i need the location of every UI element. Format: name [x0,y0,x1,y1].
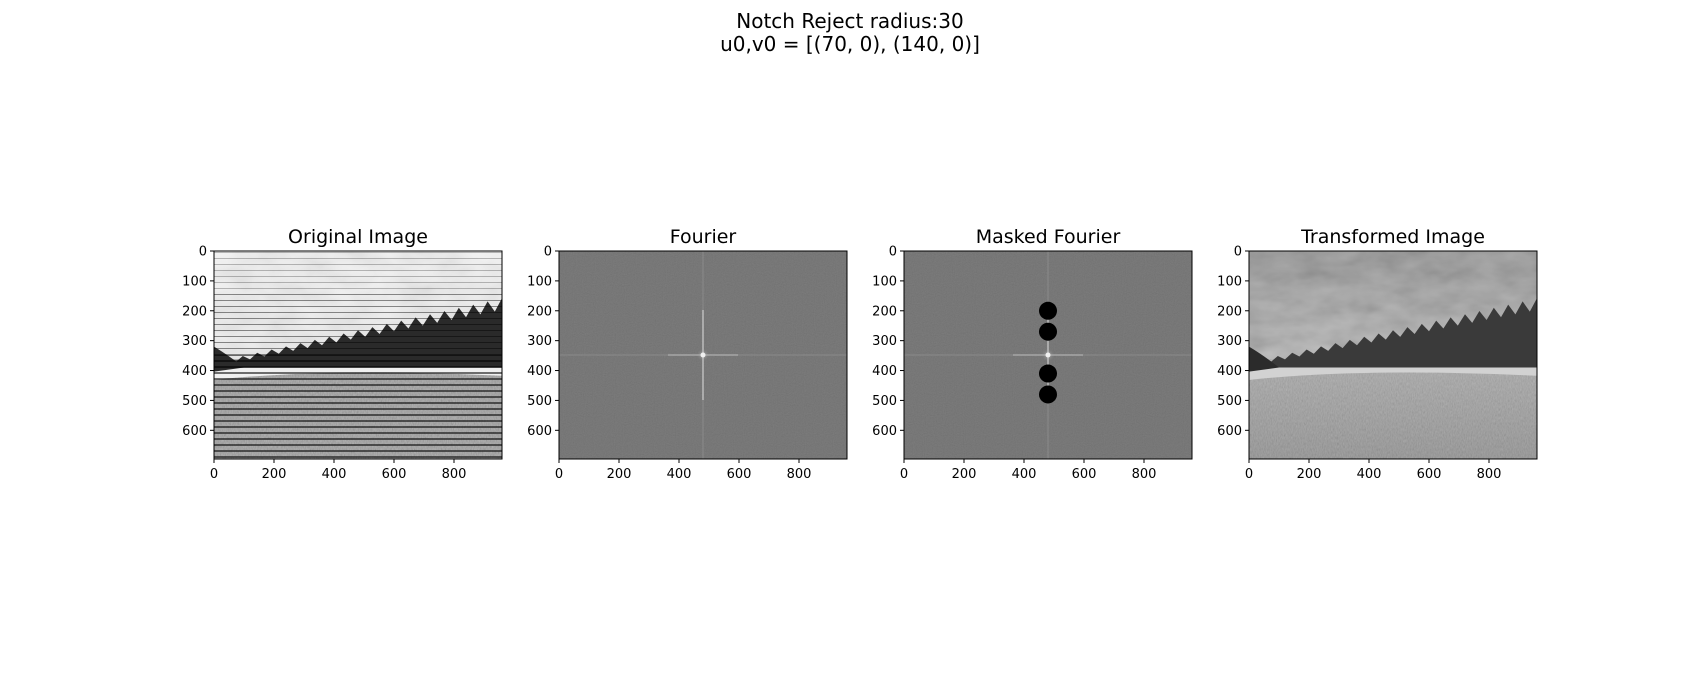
y-tick-label: 400 [182,364,207,379]
x-tick-label: 0 [1245,467,1253,482]
x-tick-label: 400 [1012,467,1037,482]
left-bushes [1249,346,1279,372]
x-tick-label: 400 [322,467,347,482]
panel-fourier: 0 200 400 600 800 0 100 200 300 400 500 600 Fourier [527,226,848,482]
y-tick-label: 300 [527,334,552,349]
x-tick-label: 200 [952,467,977,482]
masked-fourier-spectrum [904,251,1192,459]
y-tick-label: 100 [1217,274,1242,289]
x-tick-label: 200 [1297,467,1322,482]
y-tick-label: 0 [199,245,207,260]
y-tick-label: 0 [544,245,552,260]
notch-mask-circle [1039,322,1057,341]
fourier-magnitude-spectrum [559,251,847,459]
y-tick-label: 200 [527,304,552,319]
x-tick-label: 0 [900,467,908,482]
y-tick-label: 200 [182,304,207,319]
axes-frame [558,250,848,460]
notch-mask-circle [1039,301,1057,320]
panel-title: Original Image [288,226,428,248]
y-tick-label: 500 [527,394,552,409]
spectrum-dc-point [1045,352,1051,358]
x-tick-label: 600 [382,467,407,482]
y-tick-label: 400 [527,364,552,379]
notch-mask-circle [1039,364,1057,383]
x-tick-label: 400 [1357,467,1382,482]
panel-title: Masked Fourier [976,226,1121,248]
figure-suptitle: Notch Reject radius:30 u0,v0 = [(70, 0),… [0,10,1700,56]
y-tick-label: 300 [182,334,207,349]
y-tick-label: 400 [872,364,897,379]
panel-transformed-image: 0 200 400 600 800 0 100 200 300 400 500 600 Transfor… [1217,226,1538,482]
y-tick-label: 100 [182,274,207,289]
y-tick-label: 0 [889,245,897,260]
stripe-noise-field [214,355,502,459]
y-tick-label: 600 [182,424,207,439]
notch-mask-circle [1039,385,1057,404]
y-tick-label: 500 [872,394,897,409]
x-tick-label: 800 [1132,467,1157,482]
y-tick-label: 300 [872,334,897,349]
y-tick-label: 400 [1217,364,1242,379]
panel-original-image: 0 200 400 600 800 0 100 200 300 400 500 600 Original… [182,226,503,482]
panel-title: Fourier [670,226,737,248]
x-tick-label: 800 [787,467,812,482]
panel-masked-fourier: 0 200 400 600 800 0 100 200 300 400 500 600 Masked F… [872,226,1193,482]
x-tick-label: 600 [1072,467,1097,482]
x-tick-label: 200 [262,467,287,482]
tree-line [1249,298,1537,368]
y-tick-label: 600 [527,424,552,439]
x-tick-label: 800 [442,467,467,482]
filtered-landscape-image [1249,251,1537,459]
x-tick-label: 600 [1417,467,1442,482]
suptitle-line-2: u0,v0 = [(70, 0), (140, 0)] [720,32,980,56]
y-tick-label: 600 [1217,424,1242,439]
x-tick-label: 600 [727,467,752,482]
axes-frame [903,250,1193,460]
stripe-noise-mid [214,292,502,360]
y-tick-label: 600 [872,424,897,439]
axes-frame [213,250,503,460]
y-tick-label: 500 [182,394,207,409]
y-tick-label: 200 [872,304,897,319]
x-tick-label: 200 [607,467,632,482]
x-tick-label: 400 [667,467,692,482]
spectrum-dc-point [700,352,706,358]
y-tick-label: 500 [1217,394,1242,409]
axes-frame [1248,250,1538,460]
x-tick-label: 0 [210,467,218,482]
y-tick-label: 100 [527,274,552,289]
landscape-image-with-horizontal-stripe-noise [214,251,502,459]
y-tick-label: 300 [1217,334,1242,349]
suptitle-line-1: Notch Reject radius:30 [736,9,964,33]
x-tick-label: 0 [555,467,563,482]
y-tick-label: 100 [872,274,897,289]
x-tick-label: 800 [1477,467,1502,482]
y-tick-label: 0 [1234,245,1242,260]
panel-title: Transformed Image [1300,226,1485,248]
y-tick-label: 200 [1217,304,1242,319]
